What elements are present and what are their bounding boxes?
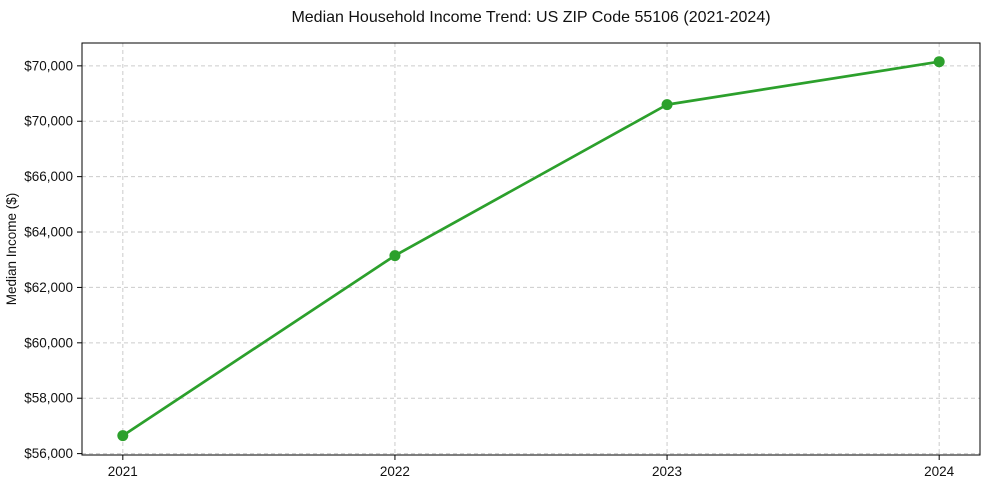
data-point — [389, 250, 401, 262]
x-tick-label: 2023 — [652, 464, 682, 479]
y-tick-label: $64,000 — [24, 225, 73, 240]
y-tick-label: $66,000 — [24, 169, 73, 184]
y-axis-label: Median Income ($) — [4, 193, 19, 306]
data-point — [933, 56, 945, 68]
x-tick-label: 2022 — [380, 464, 410, 479]
axis-layer: $56,000 $58,000 $60,000 $62,000 $64,000 $66,0… — [24, 42, 981, 479]
data-layer — [117, 56, 945, 442]
plot-border — [81, 42, 981, 456]
y-tick-label: $70,000 — [24, 58, 73, 73]
data-point — [661, 99, 673, 111]
chart-title: Median Household Income Trend: US ZIP Co… — [291, 9, 770, 26]
y-tick-label: $70,000 — [24, 114, 73, 129]
x-tick-label: 2021 — [108, 464, 138, 479]
y-tick-label: $56,000 — [24, 446, 73, 461]
y-tick-label: $62,000 — [24, 280, 73, 295]
data-point — [117, 430, 129, 442]
y-tick-label: $60,000 — [24, 335, 73, 350]
trend-line — [121, 60, 941, 437]
grid-layer — [82, 43, 980, 455]
y-tick-label: $58,000 — [24, 391, 73, 406]
x-tick-label: 2024 — [924, 464, 955, 479]
